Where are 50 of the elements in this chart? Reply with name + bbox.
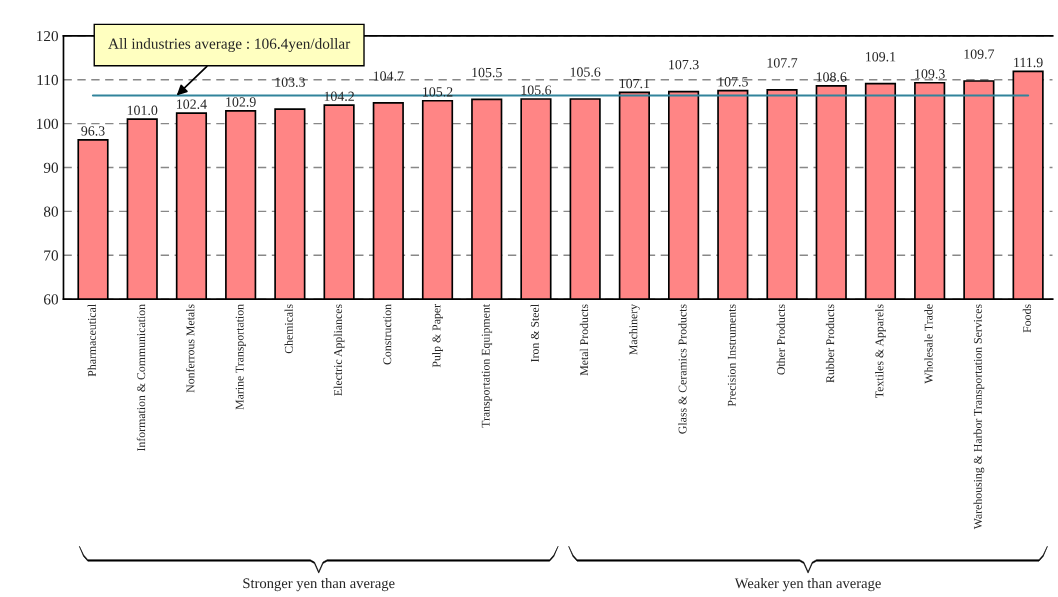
x-tick-label: Other Products xyxy=(776,304,785,375)
data-label: 103.3 xyxy=(275,77,305,87)
x-tick-label: Chemicals xyxy=(284,304,293,354)
text: Stronger yen than average xyxy=(243,577,395,592)
y-tick-label: 80 xyxy=(43,206,59,217)
data-label: 111.9 xyxy=(1014,57,1043,68)
y-tick-label: 100 xyxy=(37,118,59,130)
y-tick-label: 90 xyxy=(43,162,59,173)
data-label: 104.2 xyxy=(324,91,354,101)
x-tick-label: Precision Instruments xyxy=(727,304,736,407)
x-tick-label: Textiles & Apparels xyxy=(875,304,886,398)
x-tick-label: Metal Products xyxy=(579,304,589,376)
data-label: 96.3 xyxy=(81,126,105,136)
x-tick-label: Rubber Products xyxy=(825,304,835,383)
x-tick-label: Machinery xyxy=(629,304,640,355)
x-tick-label: Warehousing & Harbor Transportation Services xyxy=(973,304,985,530)
x-tick-label: Glass & Ceramics Products xyxy=(678,304,687,434)
y-tick-label: 110 xyxy=(37,74,59,86)
data-label: 107.7 xyxy=(767,58,798,68)
data-label: 107.1 xyxy=(619,78,650,89)
x-tick-label: Transportation Equipment xyxy=(481,304,493,428)
data-label: 105.6 xyxy=(570,67,601,77)
x-tick-label: Wholesale Trade xyxy=(924,304,933,384)
y-tick-label: 70 xyxy=(44,250,59,261)
data-label: 107.5 xyxy=(718,77,748,87)
x-tick-label: Foods xyxy=(1022,304,1032,333)
data-label: 107.3 xyxy=(669,59,699,70)
x-tick-label: Electric Appliances xyxy=(333,304,345,396)
data-label: 102.9 xyxy=(226,97,256,107)
x-tick-label: Pharmaceutical xyxy=(87,304,96,377)
x-tick-label: Nonferrous Metals xyxy=(185,304,195,393)
x-tick-label: Marine Transportation xyxy=(235,304,247,410)
data-label: 109.1 xyxy=(866,52,896,62)
data-label: 105.2 xyxy=(423,87,453,97)
data-label: 104.7 xyxy=(373,71,404,81)
x-tick-label: Pulp & Paper xyxy=(432,304,443,368)
data-label: 102.4 xyxy=(177,99,207,109)
x-tick-label: Iron & Steel xyxy=(530,304,539,362)
x-tick-label: Information & Communication xyxy=(136,304,146,452)
text: Weaker yen than average xyxy=(734,577,881,592)
data-label: 109.3 xyxy=(915,69,945,79)
y-tick-label: 120 xyxy=(37,30,59,42)
data-label: 101.0 xyxy=(127,105,158,116)
data-label: 109.7 xyxy=(964,49,995,59)
data-label: 105.5 xyxy=(472,67,502,78)
ref-line-label: All industries average : 106.4yen/dollar xyxy=(108,38,351,52)
x-tick-label: Construction xyxy=(383,304,392,365)
data-label: 105.6 xyxy=(521,85,552,95)
data-label: 108.6 xyxy=(816,72,847,82)
y-tick-label: 60 xyxy=(44,294,59,305)
